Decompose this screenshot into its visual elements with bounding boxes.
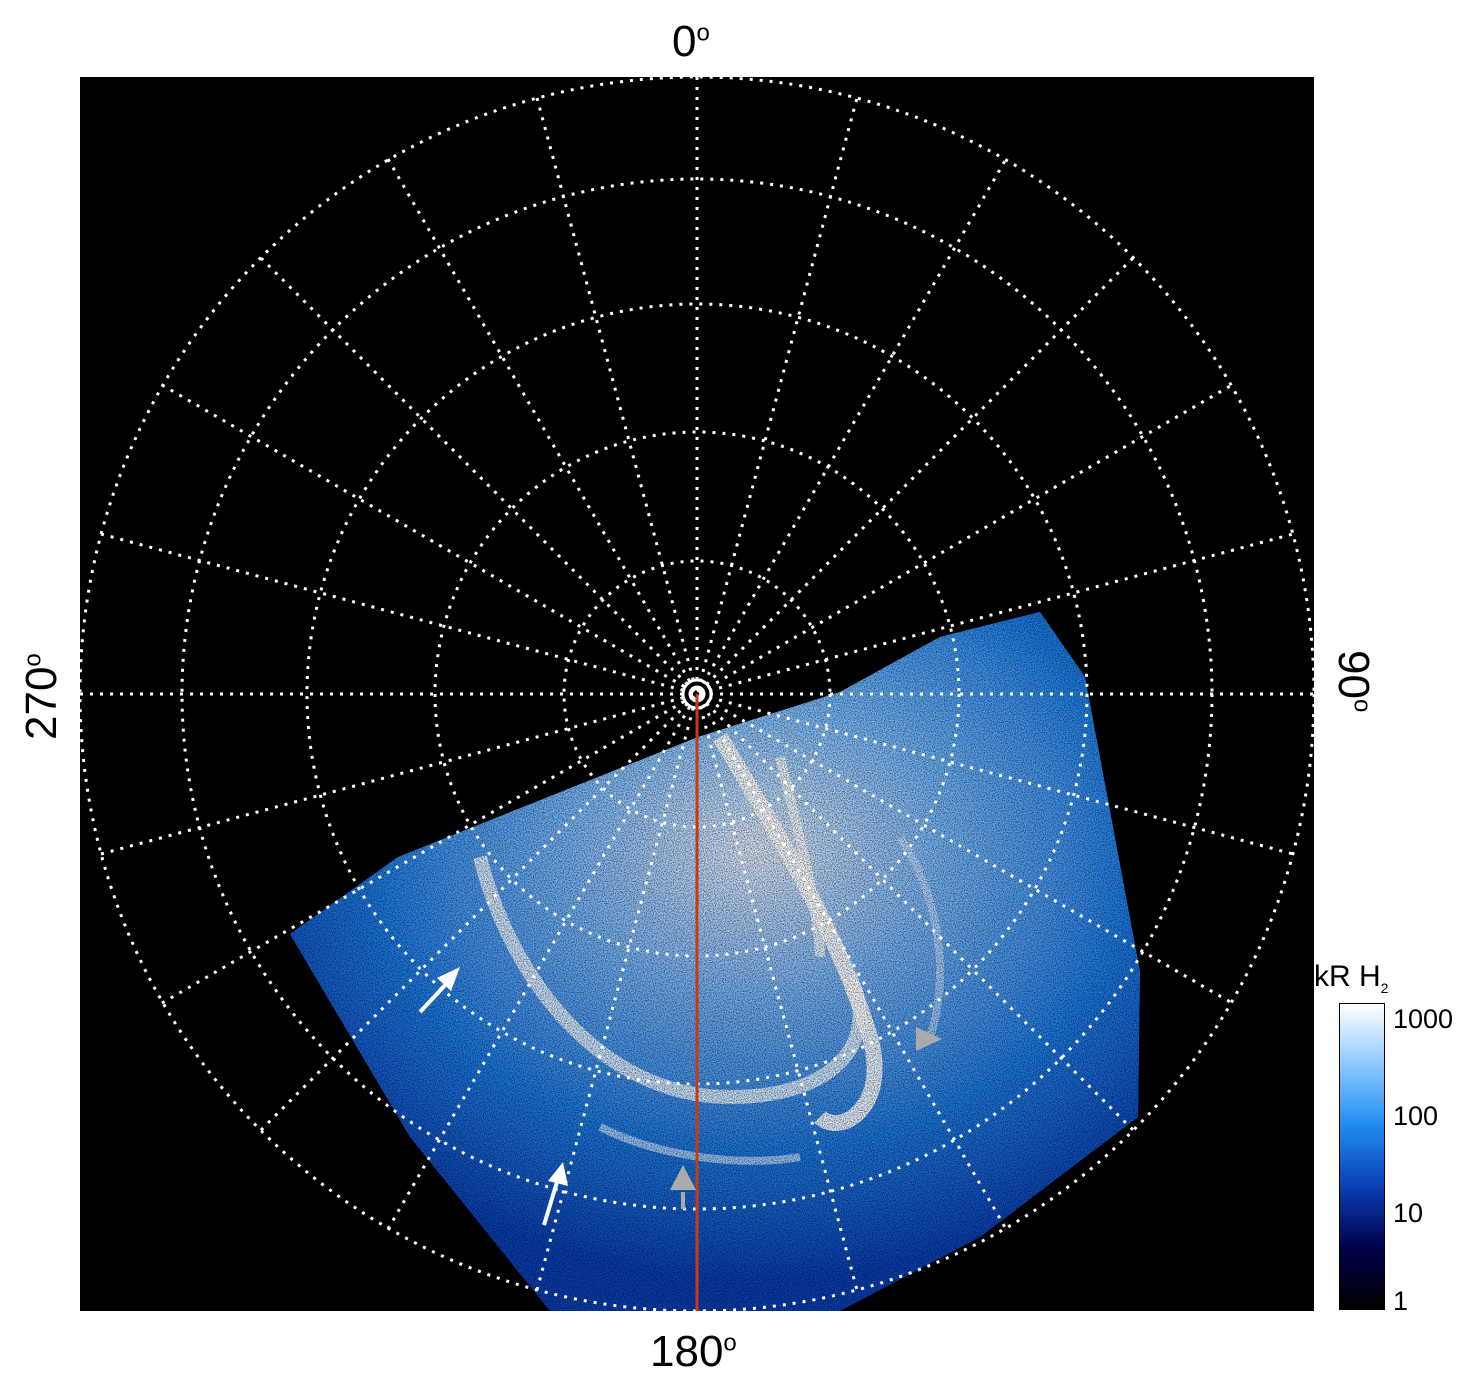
gray-arrow-right [916, 1027, 942, 1051]
colorbar-title: kR H2 [1314, 960, 1389, 996]
label-90-deg: 90o [1329, 650, 1378, 713]
colorbar-tick-10: 10 [1393, 1198, 1424, 1228]
label-270-deg: 270o [17, 653, 66, 740]
polar-projection-panel [78, 75, 1316, 1313]
white-arrow-2 [542, 1162, 568, 1226]
polar-projection-svg [78, 75, 1316, 1313]
aurora-image [290, 612, 1140, 1311]
gray-arrow-bottom [670, 1165, 696, 1209]
colorbar-tick-1000: 1000 [1393, 1004, 1454, 1034]
colorbar-tick-100: 100 [1393, 1101, 1439, 1131]
colorbar [1339, 1003, 1385, 1310]
colorbar-tick-1: 1 [1393, 1286, 1409, 1316]
label-180-deg: 180o [650, 1327, 737, 1376]
label-0-deg: 0o [672, 17, 710, 66]
white-arrow-1 [418, 967, 460, 1014]
